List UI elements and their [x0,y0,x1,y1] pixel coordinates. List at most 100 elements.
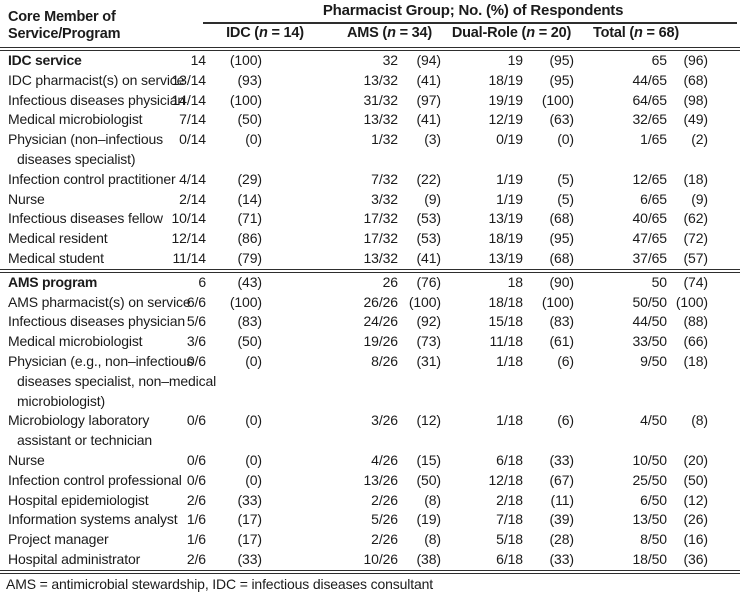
row-label: Physician (non–infectious diseases specia… [0,130,163,170]
table-row: Infection control practitioner 4/14 (29) 7/… [0,170,740,190]
stub-header-line1: Core Member of [8,9,116,25]
percent-value: (90) [523,268,574,293]
percent-value: (74) [667,268,708,293]
section-header-row: IDC service 14 (100) 32 (94) 19 (95) 65 (96) [0,47,740,71]
percent-value: (71) [237,210,263,227]
section-header-row: AMS program 6 (43) 26 (76) 18 (90) 50 (74) [0,268,740,293]
column-header-text: IDC ( [226,25,259,41]
percent-value: (41) [416,111,442,128]
table-row: Microbiology laboratory assistant or tech… [0,411,740,451]
row-label: Microbiology laboratory assistant or tech… [0,411,158,451]
percent-value: (95) [549,71,575,88]
table-row: Project manager 1/6 (17) 2/26 (8) 5/18 (28) 8/5… [0,530,740,550]
count-value: 13/19 [488,249,523,266]
count-value: 7/32 [371,170,398,187]
percent-value: (41) [416,71,442,88]
percent-value: (5) [557,170,574,187]
percent-value: (26) [683,511,709,528]
percent-value: (76) [398,268,441,293]
percent-value: (53) [416,210,442,227]
respondents-table: Core Member of Service/Program Pharmacis… [0,0,740,574]
count-value: 3/32 [371,190,398,207]
count-value: 19 [441,47,523,71]
stub-header-line2: Service/Program [8,26,121,42]
count-value: 6/65 [640,190,667,207]
row-label-line: Infectious diseases physician [8,91,185,108]
table-row: Infection control professional 0/6 (0) 13/2… [0,471,740,491]
count-value: 9/50 [640,352,667,369]
count-value: 1/32 [371,131,398,148]
spacer [708,293,740,313]
percent-value: (61) [549,333,575,350]
percent-value: (33) [549,550,575,567]
count-value: 64/65 [632,91,667,108]
row-label: Project manager [0,530,158,550]
row-label: Medical resident [0,229,158,249]
count-value: 19/26 [363,333,398,350]
percent-value: (62) [683,210,709,227]
row-label: Infectious diseases physician [0,91,185,111]
count-value: 18 [441,268,523,293]
table-row: Medical student 11/14 (79) 13/32 (41) 13/19 (6… [0,249,740,271]
count-value: 17/32 [363,230,398,247]
row-label-line: Information systems analyst [8,511,178,528]
percent-value: (39) [549,511,575,528]
percent-value: (31) [416,352,442,369]
spacer [708,451,740,471]
count-value: 2/18 [496,491,523,508]
count-value: 4/50 [640,412,667,429]
count-value: 26 [262,268,398,293]
percent-value: (33) [549,451,575,468]
count-value: 25/50 [632,471,667,488]
row-label: Physician (e.g., non–infectious diseases … [0,352,216,411]
count-value: 6/18 [496,451,523,468]
percent-value: (0) [245,471,262,488]
percent-value: (36) [683,550,709,567]
spacer [708,71,740,91]
count-value: 5/18 [496,531,523,548]
percent-value: (18) [683,352,709,369]
percent-value: (73) [416,333,442,350]
row-label-line: assistant or technician [17,432,153,449]
percent-value: (100) [206,47,262,71]
count-value: 0/6 [186,451,206,468]
row-label: Infection control practitioner [0,170,176,190]
count-value: 1/6 [186,531,206,548]
percent-value: (100) [675,293,708,310]
spacer [708,229,740,249]
percent-value: (100) [229,91,262,108]
row-label-line: Infection control practitioner [8,170,176,187]
count-value: 7/14 [179,111,206,128]
percent-value: (100) [408,293,441,310]
percent-value: (50) [683,471,709,488]
column-header-n: n [258,25,268,41]
count-value: 17/32 [363,210,398,227]
count-value: 33/50 [632,333,667,350]
percent-value: (0) [245,131,262,148]
count-value: 40/65 [632,210,667,227]
percent-value: (86) [237,230,263,247]
row-label-line: Project manager [8,531,109,548]
percent-value: (5) [557,190,574,207]
table-row: Nurse 0/6 (0) 4/26 (15) 6/18 (33) 10/50 (20) [0,451,740,471]
row-label-line: Infection control professional [8,471,182,488]
spacer [708,352,740,411]
count-value: 5/6 [186,313,206,330]
count-value: 3/6 [186,333,206,350]
percent-value: (53) [416,230,442,247]
stub-header: Core Member of Service/Program [0,0,158,49]
percent-value: (93) [237,71,263,88]
count-value: 13/14 [171,71,206,88]
percent-value: (8) [424,531,441,548]
count-value: 5/26 [371,511,398,528]
row-label-line: Medical microbiologist [8,111,143,128]
table-row: Infectious diseases fellow 10/14 (71) 17/32… [0,209,740,229]
count-value: 1/19 [496,170,523,187]
section-title: IDC service [0,47,158,71]
count-value: 47/65 [632,230,667,247]
row-label-line: Medical student [8,249,104,266]
spanner-row: Core Member of Service/Program Pharmacis… [0,0,740,42]
count-value: 10/14 [171,210,206,227]
spacer [708,190,740,210]
column-header-n: n [387,25,396,41]
